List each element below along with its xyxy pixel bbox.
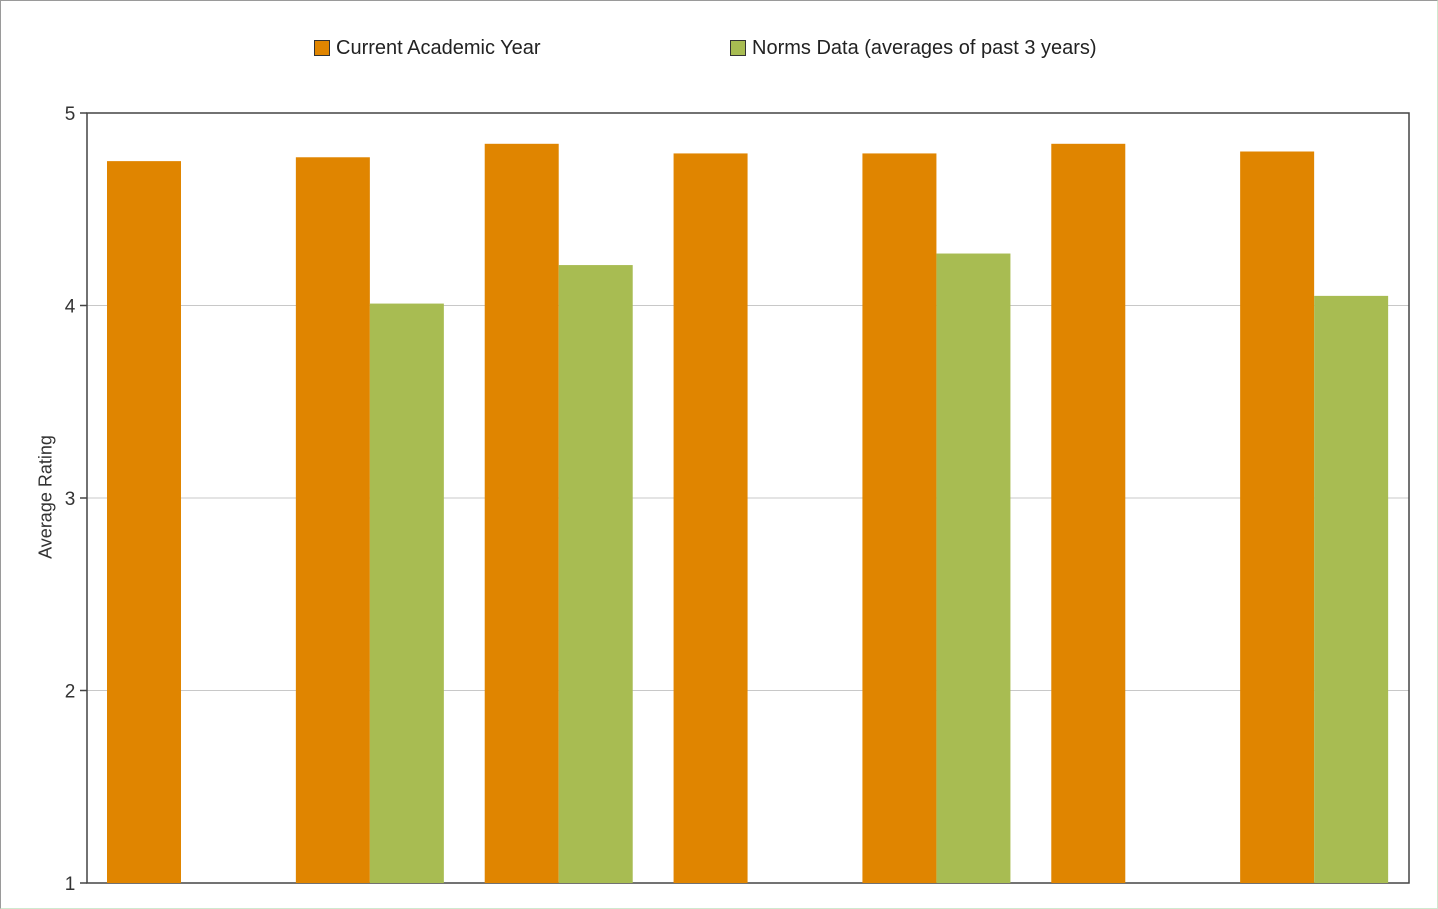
legend-label-current: Current Academic Year — [336, 36, 541, 59]
bar-norms-data — [558, 265, 633, 883]
bar-norms-data — [369, 303, 444, 883]
bar-current-year — [1051, 143, 1126, 884]
y-tick-label: 5 — [65, 104, 76, 125]
legend-swatch-current — [314, 40, 330, 56]
legend-item-norms: Norms Data (averages of past 3 years) — [730, 36, 1097, 60]
bar-current-year — [107, 161, 181, 883]
bar-norms-data — [1314, 295, 1389, 883]
y-tick-label: 1 — [65, 874, 76, 895]
y-tick-label: 3 — [65, 489, 76, 510]
y-tick-label: 4 — [65, 297, 76, 318]
bar-current-year — [862, 153, 937, 884]
bar-current-year — [484, 143, 559, 884]
bar-current-year — [673, 153, 748, 884]
y-tick-label: 2 — [65, 682, 76, 703]
legend-item-current: Current Academic Year — [314, 36, 541, 60]
bar-current-year — [1240, 151, 1315, 883]
legend-label-norms: Norms Data (averages of past 3 years) — [752, 36, 1097, 59]
bar-current-year — [295, 157, 370, 883]
legend-swatch-norms — [730, 40, 746, 56]
bar-norms-data — [936, 253, 1011, 883]
